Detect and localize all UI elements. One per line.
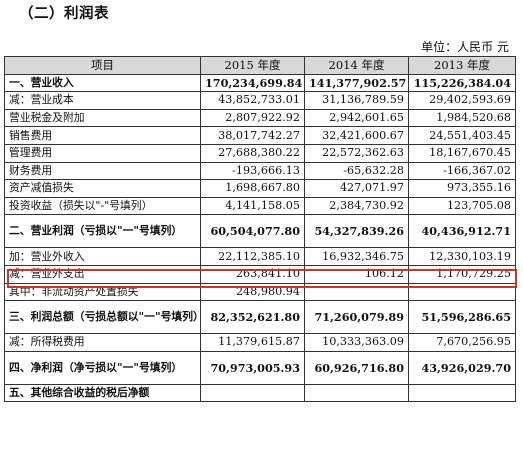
- column-header-2013: 2013 年度: [408, 56, 516, 75]
- table-row: 加：营业外收入 22,112,385.10 16,932,346.75 12,330,…: [4, 247, 516, 266]
- value-2015: 22,112,385.10: [200, 247, 305, 266]
- value-2014: 2,942,601.65: [304, 108, 409, 128]
- row-label: 营业税金及附加: [4, 108, 201, 128]
- value-2014: 22,572,362.63: [304, 143, 409, 163]
- column-header-2015: 2015 年度: [200, 56, 305, 75]
- value-2014: -65,632.28: [304, 161, 409, 181]
- value-2013: 40,436,912.71: [408, 214, 516, 249]
- value-2013: 973,355.16: [408, 179, 516, 198]
- row-label: 加：营业外收入: [4, 247, 201, 266]
- row-label: 其中：非流动资产处置损失: [4, 282, 201, 302]
- value-2014: 71,260,079.89: [304, 300, 409, 335]
- table-row: 二、营业利润（亏损以"一"号填列） 60,504,077.80 54,327,839…: [4, 214, 516, 249]
- value-2013: 12,330,103.19: [408, 247, 516, 266]
- value-2014: 2,384,730.92: [304, 196, 409, 216]
- row-label: 投资收益（损失以"-"号填列）: [4, 196, 201, 216]
- value-2013: [408, 282, 516, 302]
- column-header-2014: 2014 年度: [304, 56, 409, 75]
- table-row: 资产减值损失 1,698,667.80 427,071.97 973,355.16: [4, 179, 516, 198]
- value-2013: 1,170,729.25: [408, 264, 516, 284]
- value-2013: 51,596,286.65: [408, 300, 516, 335]
- column-header-item: 项目: [4, 56, 201, 75]
- table-row: 减：营业外支出 263,841.10 106.12 1,170,729.25: [4, 264, 516, 284]
- value-2014: 106.12: [304, 264, 409, 284]
- table-row: 其中：非流动资产处置损失 248,980.94: [4, 282, 516, 302]
- table-row: 财务费用 -193,666.13 -65,632.28 -166,367.02: [4, 161, 516, 181]
- value-2013: 1,984,520.68: [408, 108, 516, 128]
- value-2015: [200, 383, 305, 403]
- value-2015: 248,980.94: [200, 282, 305, 302]
- value-2013: [408, 383, 516, 403]
- value-2014: 10,333,363.09: [304, 333, 409, 352]
- value-2015: 70,973,005.93: [200, 350, 305, 385]
- row-label: 五、其他综合收益的税后净额: [4, 383, 201, 403]
- value-2013: 7,670,256.95: [408, 333, 516, 352]
- header-row: 项目 2015 年度 2014 年度 2013 年度: [4, 56, 516, 75]
- row-label: 三、利润总额（亏损总额以"一"号填列）: [4, 300, 201, 335]
- row-label: 资产减值损失: [4, 179, 201, 198]
- table-row: 营业税金及附加 2,807,922.92 2,942,601.65 1,984,520…: [4, 108, 516, 128]
- value-2015: 60,504,077.80: [200, 214, 305, 249]
- income-statement-table: 项目 2015 年度 2014 年度 2013 年度 一、营业收入 170,234…: [4, 56, 516, 403]
- row-label: 减：所得税费用: [4, 333, 201, 352]
- value-2014: [304, 282, 409, 302]
- value-2015: 4,141,158.05: [200, 196, 305, 216]
- value-2015: 27,688,380.22: [200, 143, 305, 163]
- value-2014: 141,377,902.57: [304, 73, 409, 93]
- table-row: 减：所得税费用 11,379,615.87 10,333,363.09 7,670,2…: [4, 333, 516, 352]
- value-2015: 263,841.10: [200, 264, 305, 284]
- row-label: 一、营业收入: [4, 73, 201, 93]
- value-2013: -166,367.02: [408, 161, 516, 181]
- value-2014: [304, 383, 409, 403]
- value-2015: 2,807,922.92: [200, 108, 305, 128]
- value-2015: 43,852,733.01: [200, 91, 305, 110]
- value-2015: 38,017,742.27: [200, 126, 305, 145]
- value-2015: 1,698,667.80: [200, 179, 305, 198]
- table-row: 三、利润总额（亏损总额以"一"号填列） 82,352,621.80 71,260,0…: [4, 300, 516, 335]
- value-2014: 31,136,789.59: [304, 91, 409, 110]
- table-row: 销售费用 38,017,742.27 32,421,600.67 24,551,403…: [4, 126, 516, 145]
- table-title: （二）利润表: [19, 6, 109, 22]
- value-2015: 11,379,615.87: [200, 333, 305, 352]
- row-label: 二、营业利润（亏损以"一"号填列）: [4, 214, 201, 249]
- table-row: 四、净利润（净亏损以"一"号填列） 70,973,005.93 60,926,716…: [4, 350, 516, 385]
- value-2015: 82,352,621.80: [200, 300, 305, 335]
- currency-unit: 单位：人民币 元: [421, 40, 509, 54]
- value-2014: 60,926,716.80: [304, 350, 409, 385]
- value-2013: 115,226,384.04: [408, 73, 516, 93]
- value-2013: 29,402,593.69: [408, 91, 516, 110]
- value-2015: -193,666.13: [200, 161, 305, 181]
- value-2013: 24,551,403.45: [408, 126, 516, 145]
- value-2013: 43,926,029.70: [408, 350, 516, 385]
- row-label: 四、净利润（净亏损以"一"号填列）: [4, 350, 201, 385]
- row-label: 减：营业外支出: [4, 264, 201, 284]
- row-label: 销售费用: [4, 126, 201, 145]
- row-label: 财务费用: [4, 161, 201, 181]
- value-2014: 54,327,839.26: [304, 214, 409, 249]
- value-2014: 427,071.97: [304, 179, 409, 198]
- row-label: 管理费用: [4, 143, 201, 163]
- row-label: 减：营业成本: [4, 91, 201, 110]
- table-row: 管理费用 27,688,380.22 22,572,362.63 18,167,670…: [4, 143, 516, 163]
- value-2014: 16,932,346.75: [304, 247, 409, 266]
- table-row: 减：营业成本 43,852,733.01 31,136,789.59 29,402,5…: [4, 91, 516, 110]
- table-row: 一、营业收入 170,234,699.84 141,377,902.57 115,22…: [4, 73, 516, 93]
- table-row: 投资收益（损失以"-"号填列） 4,141,158.05 2,384,730.92 1…: [4, 196, 516, 216]
- table-row: 五、其他综合收益的税后净额: [4, 383, 516, 403]
- value-2013: 123,705.08: [408, 196, 516, 216]
- value-2015: 170,234,699.84: [200, 73, 305, 93]
- value-2013: 18,167,670.45: [408, 143, 516, 163]
- value-2014: 32,421,600.67: [304, 126, 409, 145]
